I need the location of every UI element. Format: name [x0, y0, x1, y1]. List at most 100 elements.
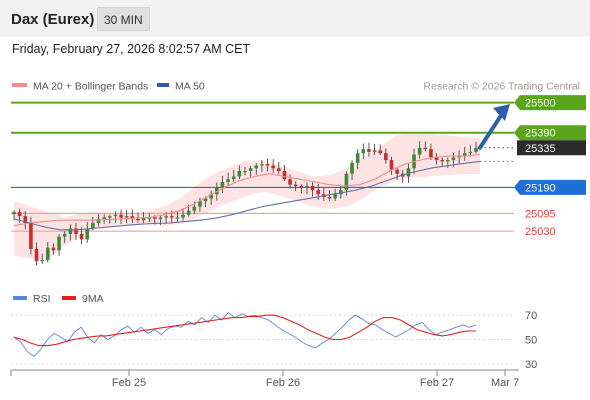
rsi-tick-30: 30 [525, 359, 537, 371]
x-tick-label: Mar 7 [491, 377, 519, 389]
candle [327, 196, 332, 199]
resistance-tag-25390 [514, 125, 586, 141]
candle [34, 248, 39, 262]
candle [124, 216, 129, 218]
candle [457, 155, 461, 158]
candle [468, 151, 473, 154]
candle [164, 216, 168, 218]
candle [91, 222, 95, 229]
candle [378, 150, 383, 154]
candle [299, 186, 304, 188]
candle [57, 236, 61, 251]
candle [62, 233, 67, 237]
candle [372, 150, 377, 152]
resistance-label-25500: 25500 [525, 98, 556, 110]
candle [153, 217, 157, 219]
candle [147, 217, 152, 219]
candle [333, 194, 337, 199]
pivot-label-25190: 25190 [525, 182, 556, 194]
candle [85, 228, 90, 240]
candle [288, 179, 292, 185]
candle [74, 228, 78, 234]
candle [175, 217, 180, 219]
legend-swatch-rsi [13, 296, 27, 300]
forecast-arrow-head [493, 103, 510, 121]
candle [384, 153, 388, 161]
candle [451, 157, 456, 161]
legend-label-rsi: RSI [33, 293, 51, 305]
candle [198, 201, 202, 207]
candle [305, 186, 309, 188]
candle [51, 247, 56, 251]
chart-datetime: Friday, February 27, 2026 8:02:57 AM CET [12, 42, 251, 56]
x-tick-label: Feb 25 [112, 377, 146, 389]
candle [192, 206, 197, 211]
attribution: Research © 2026 Trading Central [423, 81, 580, 93]
candle [277, 168, 281, 172]
x-tick-label: Feb 26 [266, 377, 300, 389]
bollinger-band [14, 132, 480, 260]
candle [130, 216, 135, 219]
candle [102, 217, 106, 219]
candle [406, 168, 411, 177]
legend-label-ma50: MA 50 [175, 81, 205, 93]
candle [395, 169, 399, 174]
candle [209, 194, 213, 199]
candle [181, 214, 185, 218]
candle [231, 176, 236, 180]
rsi-tick-70: 70 [525, 310, 537, 322]
candle [203, 198, 208, 202]
candle [17, 212, 22, 217]
candle [220, 181, 225, 188]
candle [293, 184, 298, 187]
instrument-title: Dax (Eurex) [11, 11, 95, 28]
legend-label-ma20: MA 20 + Bollinger Bands [33, 81, 148, 93]
support-label-25095: 25095 [525, 208, 556, 220]
candle [12, 212, 16, 215]
candle [46, 247, 50, 260]
candle [338, 190, 343, 195]
timeframe-button[interactable]: 30 MIN [97, 7, 150, 31]
candle [113, 214, 118, 217]
candle [429, 149, 433, 158]
candle [462, 153, 467, 156]
rsi-line [13, 312, 477, 358]
candle [68, 228, 73, 234]
candle [40, 259, 44, 262]
resistance-tag-25500 [514, 95, 586, 111]
ma50-line [13, 160, 481, 231]
rsi-ma-line [13, 314, 476, 347]
resistance-label-25390: 25390 [525, 128, 556, 140]
candle [440, 160, 444, 162]
candle [355, 153, 360, 163]
candle [243, 171, 247, 173]
candle [350, 162, 354, 174]
candle [254, 165, 259, 169]
rsi-tick-50: 50 [525, 335, 537, 347]
candle [237, 171, 242, 177]
candle [310, 186, 315, 191]
x-tick-label: Feb 27 [420, 377, 454, 389]
current-price-tag [517, 140, 586, 156]
candle [215, 187, 219, 195]
legend-swatch-ma50 [157, 83, 169, 87]
candle [271, 165, 275, 169]
candle [119, 214, 123, 218]
candle [316, 190, 321, 195]
candle [417, 147, 422, 155]
candle [141, 217, 146, 221]
forecast-arrow-shaft [478, 111, 504, 150]
candle [158, 217, 163, 219]
current-price-label: 25335 [525, 143, 556, 155]
candle [248, 168, 253, 172]
candle [361, 149, 366, 154]
candle [29, 222, 33, 249]
candle [446, 160, 450, 162]
candle [136, 218, 140, 221]
candle [23, 216, 28, 223]
candle [186, 210, 191, 215]
support-label-25030: 25030 [525, 226, 556, 238]
candle [79, 233, 84, 240]
candle [169, 216, 174, 218]
